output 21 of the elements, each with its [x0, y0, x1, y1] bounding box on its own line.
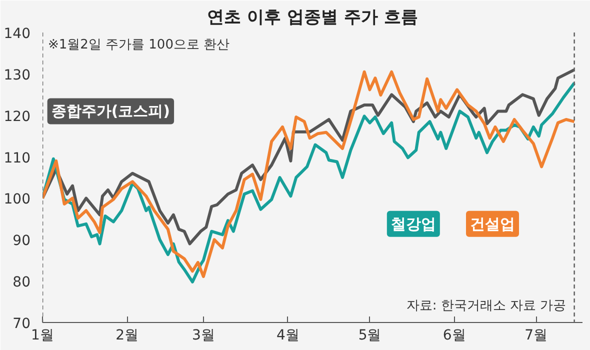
annotation: 자료: 한국거래소 자료 가공 — [406, 298, 566, 314]
y-tick-label: 70 — [12, 316, 31, 332]
x-tick-label: 2월 — [116, 328, 139, 344]
y-tick-label: 140 — [4, 26, 31, 42]
y-tick-label: 90 — [12, 233, 31, 250]
x-tick-label: 3월 — [192, 328, 215, 344]
x-tick-label: 6월 — [442, 328, 466, 344]
x-tick-label: 1월 — [31, 328, 54, 344]
y-tick-label: 80 — [12, 274, 31, 291]
x-tick-label: 5월 — [358, 328, 382, 344]
x-tick-label: 7월 — [524, 328, 548, 344]
y-tick-label: 110 — [4, 150, 31, 166]
text: 철강업 — [390, 214, 436, 233]
chart-title: 연초 이후 업종별 주가 흐름 — [207, 8, 418, 28]
text: 건설업 — [470, 214, 515, 233]
x-tick-label: 4월 — [276, 328, 300, 344]
y-tick-label: 120 — [4, 108, 31, 125]
text: 종합주가(코스피) — [51, 102, 170, 120]
y-tick-label: 100 — [4, 192, 31, 208]
annotation: ※1월2일 주가를 100으로 환산 — [48, 37, 230, 52]
y-tick-label: 130 — [4, 67, 31, 84]
